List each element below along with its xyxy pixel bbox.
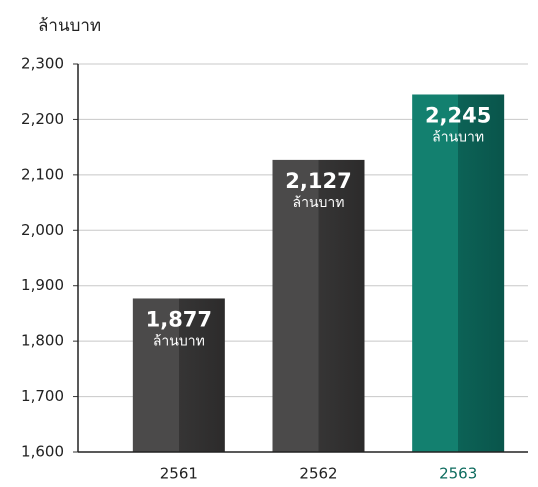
value-label: 2,127: [285, 169, 351, 193]
y-tick-label: 1,600: [21, 443, 64, 461]
value-unit: ล้านบาท: [293, 195, 345, 211]
y-axis-label: ล้านบาท: [38, 16, 101, 36]
y-tick-label: 1,900: [21, 276, 64, 294]
value-label: 2,245: [425, 103, 491, 127]
bar: [412, 94, 505, 452]
x-tick-label: 2562: [299, 465, 337, 483]
x-tick-label: 2563: [439, 465, 477, 483]
y-tick-label: 2,100: [21, 165, 64, 183]
y-tick-label: 1,700: [21, 387, 64, 405]
value-unit: ล้านบาท: [432, 129, 484, 145]
y-tick-label: 2,200: [21, 110, 64, 128]
y-tick-label: 2,000: [21, 221, 64, 239]
bar: [272, 159, 365, 453]
bar: [132, 298, 225, 452]
y-tick-label: 2,300: [21, 55, 64, 73]
x-tick-label: 2561: [160, 465, 198, 483]
value-unit: ล้านบาท: [153, 333, 205, 349]
y-tick-label: 1,800: [21, 332, 64, 350]
value-label: 1,877: [146, 307, 212, 331]
